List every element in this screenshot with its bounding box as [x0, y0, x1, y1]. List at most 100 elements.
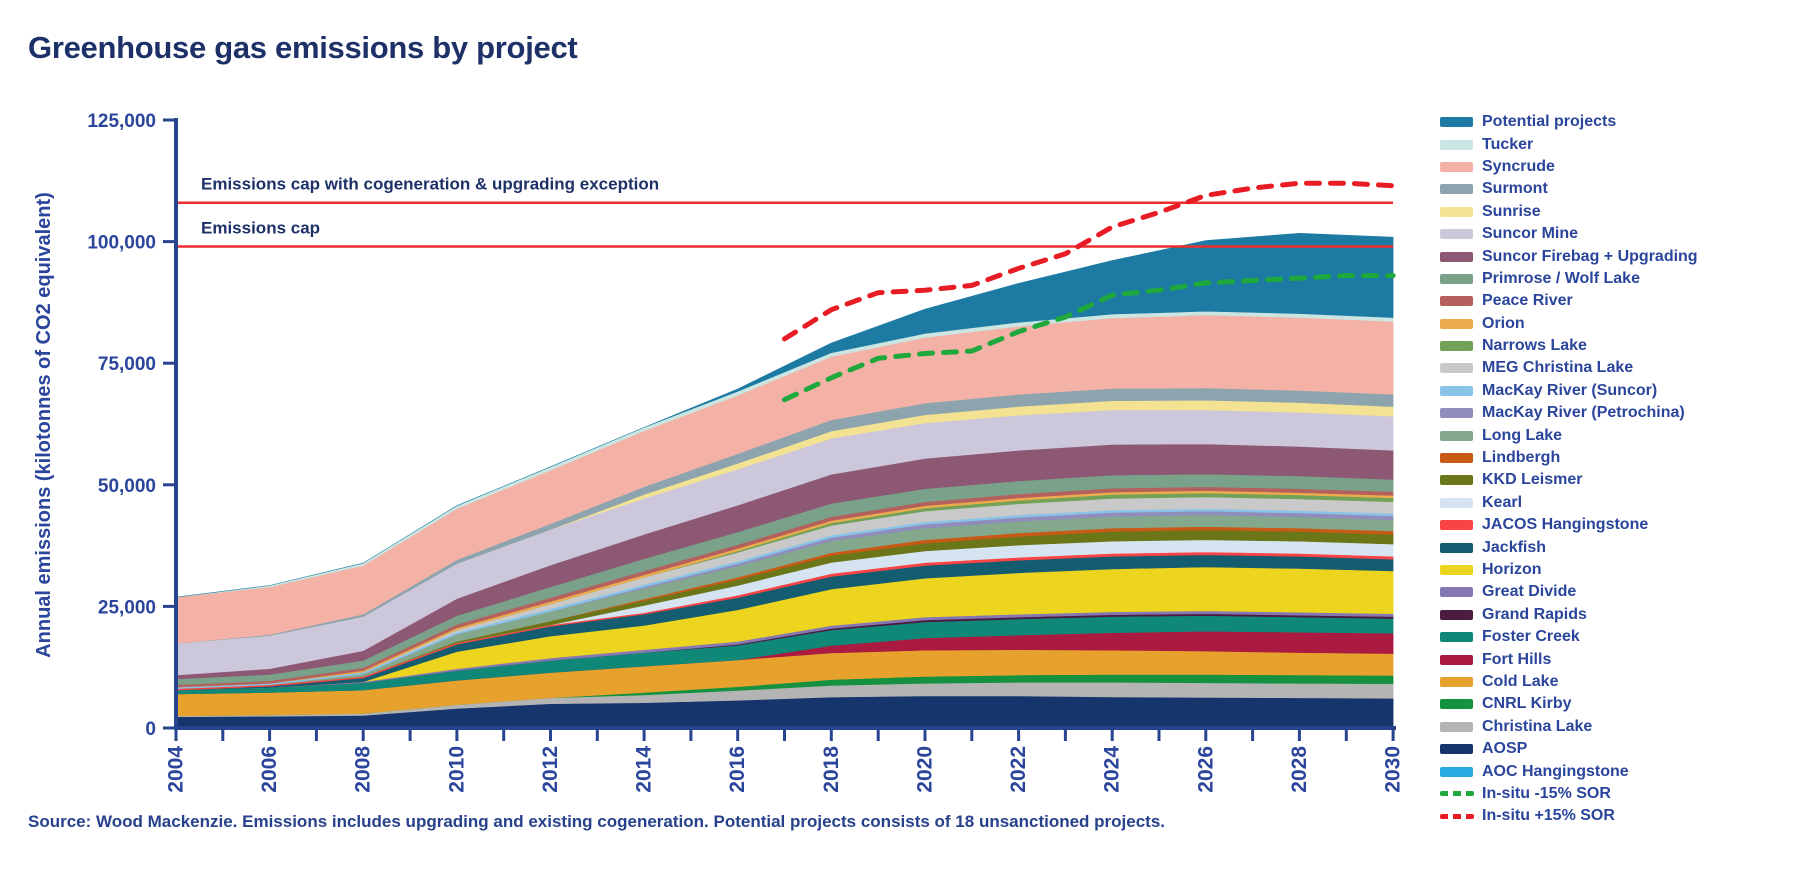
legend-color-swatch	[1440, 273, 1473, 284]
chart-legend: Potential projects Tucker Syncrude Surmont S…	[1440, 111, 1795, 828]
legend-item-jacos-hangingstone: JACOS Hangingstone	[1440, 514, 1795, 536]
legend-item-label: KKD Leismer	[1482, 471, 1583, 489]
legend-item-kearl: Kearl	[1440, 492, 1795, 514]
legend-color-swatch	[1440, 744, 1473, 755]
y-tick-label: 25,000	[98, 597, 156, 618]
legend-item-kkd-leismer: KKD Leismer	[1440, 469, 1795, 491]
legend-color-swatch	[1440, 385, 1473, 396]
x-tick-label: 2012	[539, 746, 562, 793]
x-tick-label: 2030	[1382, 746, 1405, 793]
cap-label-emissions-cap: Emissions cap	[201, 219, 320, 238]
legend-item-orion: Orion	[1440, 313, 1795, 335]
legend-color-swatch	[1440, 363, 1473, 374]
legend-item-great-divide: Great Divide	[1440, 581, 1795, 603]
x-tick-label: 2026	[1194, 746, 1217, 793]
legend-item-in-situ-15-sor: In-situ -15% SOR	[1440, 783, 1795, 805]
legend-color-swatch	[1440, 206, 1473, 217]
x-tick-label: 2020	[914, 746, 937, 793]
legend-item-peace-river: Peace River	[1440, 290, 1795, 312]
legend-color-swatch	[1440, 654, 1473, 665]
legend-item-suncor-firebag-upgrading: Suncor Firebag + Upgrading	[1440, 245, 1795, 267]
x-tick-label: 2016	[726, 746, 749, 793]
legend-item-label: Primrose / Wolf Lake	[1482, 269, 1640, 287]
legend-item-narrows-lake: Narrows Lake	[1440, 335, 1795, 357]
legend-item-label: Cold Lake	[1482, 672, 1559, 690]
legend-dashed-swatch	[1440, 813, 1474, 819]
page-title: Greenhouse gas emissions by project	[28, 30, 578, 65]
x-tick-label: 2022	[1007, 746, 1030, 793]
legend-color-swatch	[1440, 251, 1473, 262]
legend-item-label: In-situ +15% SOR	[1482, 807, 1615, 825]
legend-item-label: Kearl	[1482, 493, 1523, 511]
cap-label-emissions-cap-with-cogeneration-upgrading-exception: Emissions cap with cogeneration & upgrad…	[201, 175, 659, 194]
legend-item-label: Jackfish	[1482, 538, 1547, 556]
legend-item-label: Long Lake	[1482, 426, 1563, 444]
legend-item-label: Orion	[1482, 314, 1525, 332]
legend-item-label: Fort Hills	[1482, 650, 1552, 668]
legend-item-christina-lake: Christina Lake	[1440, 716, 1795, 738]
legend-item-label: AOC Hangingstone	[1482, 762, 1629, 780]
legend-item-surmont: Surmont	[1440, 178, 1795, 200]
legend-item-label: Suncor Mine	[1482, 225, 1579, 243]
legend-item-foster-creek: Foster Creek	[1440, 626, 1795, 648]
line-in-situ-15-sor	[782, 180, 1396, 342]
legend-item-label: Tucker	[1482, 135, 1534, 153]
legend-item-label: Narrows Lake	[1482, 337, 1587, 355]
legend-color-swatch	[1440, 542, 1473, 553]
y-tick-label: 75,000	[98, 354, 156, 375]
legend-color-swatch	[1440, 453, 1473, 464]
legend-item-sunrise: Sunrise	[1440, 201, 1795, 223]
legend-item-label: Peace River	[1482, 292, 1573, 310]
legend-color-swatch	[1440, 318, 1473, 329]
legend-color-swatch	[1440, 161, 1473, 172]
x-tick-label: 2006	[258, 746, 281, 793]
x-tick-label: 2024	[1101, 746, 1124, 793]
legend-item-fort-hills: Fort Hills	[1440, 648, 1795, 670]
x-tick-label: 2018	[820, 746, 843, 793]
legend-item-label: Potential projects	[1482, 113, 1617, 131]
stacked-areas	[175, 232, 1394, 729]
x-tick-label: 2008	[352, 746, 375, 793]
cap-lines: Emissions cap with cogeneration & upgrad…	[176, 175, 1393, 248]
legend-item-label: AOSP	[1482, 740, 1528, 758]
legend-item-lindbergh: Lindbergh	[1440, 447, 1795, 469]
legend-item-label: Syncrude	[1482, 157, 1555, 175]
legend-item-label: In-situ -15% SOR	[1482, 784, 1611, 802]
legend-item-primrose-wolf-lake: Primrose / Wolf Lake	[1440, 268, 1795, 290]
legend-item-label: MacKay River (Petrochina)	[1482, 404, 1685, 422]
legend-color-swatch	[1440, 229, 1473, 240]
legend-item-label: Surmont	[1482, 180, 1548, 198]
legend-item-label: MEG Christina Lake	[1482, 359, 1634, 377]
legend-item-label: Christina Lake	[1482, 717, 1593, 735]
legend-item-label: MacKay River (Suncor)	[1482, 381, 1658, 399]
legend-item-label: Suncor Firebag + Upgrading	[1482, 247, 1698, 265]
legend-color-swatch	[1440, 676, 1473, 687]
legend-color-swatch	[1440, 341, 1473, 352]
y-tick-label: 125,000	[87, 111, 156, 132]
legend-item-aoc-hangingstone: AOC Hangingstone	[1440, 760, 1795, 782]
legend-item-in-situ-15-sor: In-situ +15% SOR	[1440, 805, 1795, 827]
legend-color-swatch	[1440, 587, 1473, 598]
legend-item-potential-projects: Potential projects	[1440, 111, 1795, 133]
x-tick-label: 2028	[1288, 746, 1311, 793]
source-note: Source: Wood Mackenzie. Emissions includ…	[28, 812, 1166, 831]
legend-color-swatch	[1440, 296, 1473, 307]
legend-item-suncor-mine: Suncor Mine	[1440, 223, 1795, 245]
legend-color-swatch	[1440, 632, 1473, 643]
legend-dashed-swatch	[1440, 791, 1474, 797]
legend-color-swatch	[1440, 699, 1473, 710]
legend-item-aosp: AOSP	[1440, 738, 1795, 760]
legend-item-horizon: Horizon	[1440, 559, 1795, 581]
y-tick-label: 0	[145, 719, 156, 740]
legend-item-label: Horizon	[1482, 561, 1542, 578]
legend-item-syncrude: Syncrude	[1440, 156, 1795, 178]
x-tick-label: 2010	[445, 746, 468, 793]
legend-item-tucker: Tucker	[1440, 133, 1795, 155]
legend-item-label: CNRL Kirby	[1482, 695, 1572, 713]
legend-color-swatch	[1440, 609, 1473, 620]
y-tick-label: 100,000	[87, 233, 156, 254]
legend-color-swatch	[1440, 117, 1473, 128]
legend-item-meg-christina-lake: MEG Christina Lake	[1440, 357, 1795, 379]
legend-color-swatch	[1440, 408, 1473, 419]
